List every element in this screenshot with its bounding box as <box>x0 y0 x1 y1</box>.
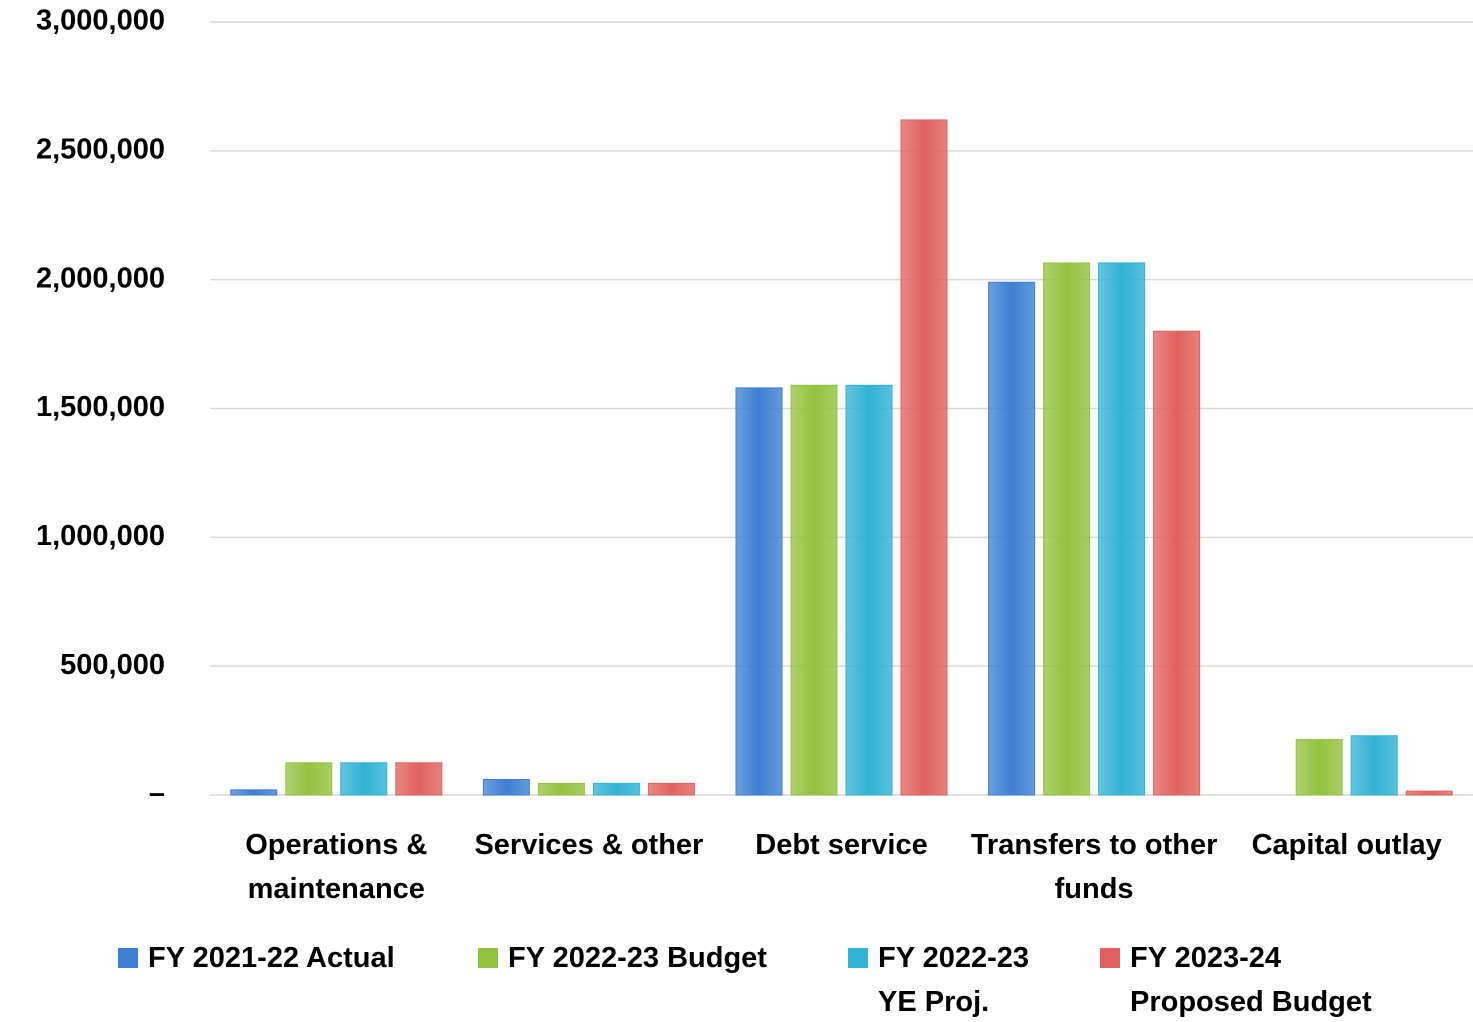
bar <box>592 782 640 796</box>
legend-swatch <box>478 948 498 968</box>
legend-label: FY 2022-23 YE Proj. <box>878 942 1030 1018</box>
bar <box>537 782 585 796</box>
bar <box>1350 735 1398 796</box>
bar <box>1153 330 1201 796</box>
y-tick-label: 1,000,000 <box>36 520 165 552</box>
y-tick-label: – <box>149 778 165 810</box>
y-tick-label: 500,000 <box>60 649 165 681</box>
legend-label: FY 2023-24 Proposed Budget <box>1130 942 1372 1018</box>
x-tick-label: Services & other <box>474 829 704 861</box>
legend-swatch <box>848 948 868 968</box>
y-tick-label: 1,500,000 <box>36 391 165 423</box>
bar <box>482 779 530 796</box>
bar <box>1098 262 1146 796</box>
bar <box>395 762 443 796</box>
x-tick-label: Operations & maintenance <box>245 829 428 905</box>
legend-label: FY 2022-23 Budget <box>508 942 767 974</box>
bar <box>735 387 783 796</box>
legend-swatch <box>1100 948 1120 968</box>
y-tick-label: 2,000,000 <box>36 262 165 294</box>
x-tick-label: Capital outlay <box>1251 829 1442 861</box>
bar <box>340 762 388 796</box>
bar <box>790 384 838 796</box>
bar <box>900 119 948 796</box>
bar <box>285 762 333 796</box>
bar <box>845 384 893 796</box>
bar <box>988 281 1036 796</box>
bar <box>1043 262 1091 796</box>
bar <box>1295 739 1343 796</box>
y-tick-label: 3,000,000 <box>36 5 165 37</box>
bar <box>1405 790 1453 796</box>
legend-swatch <box>118 948 138 968</box>
bar <box>230 789 278 796</box>
legend-label: FY 2021-22 Actual <box>148 942 395 974</box>
y-tick-label: 2,500,000 <box>36 133 165 165</box>
bar <box>647 782 695 796</box>
x-tick-label: Transfers to other funds <box>970 829 1218 905</box>
x-tick-label: Debt service <box>755 829 928 861</box>
